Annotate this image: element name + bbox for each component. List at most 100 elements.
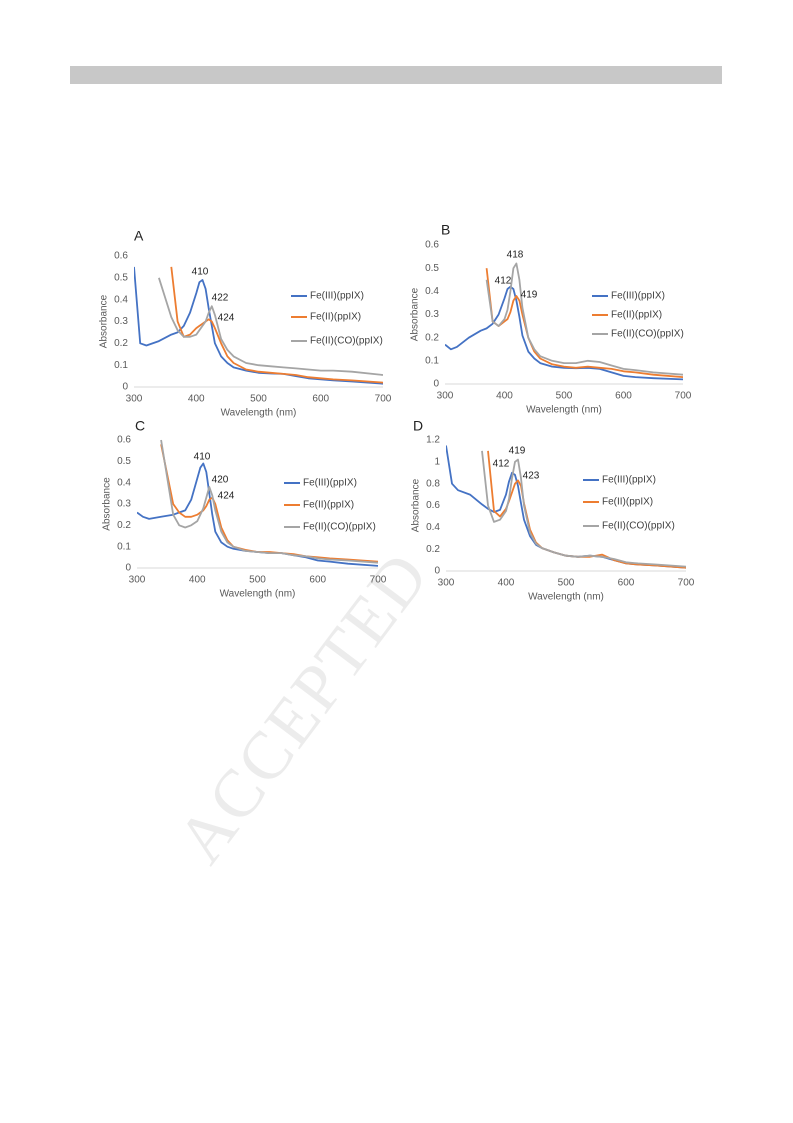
y-tick-label: 0.6	[425, 240, 439, 251]
series-line	[485, 268, 683, 378]
y-tick-label: 0.5	[117, 456, 131, 467]
y-tick-label: 0.2	[117, 520, 131, 531]
legend-label: Fe(III)(ppIX)	[611, 291, 665, 302]
peak-label: 420	[212, 475, 229, 486]
peak-label: 410	[192, 267, 209, 278]
x-tick-label: 300	[437, 391, 454, 402]
peak-label: 423	[523, 471, 540, 482]
y-tick-label: 0.2	[426, 544, 440, 555]
x-axis-title: Wavelength (nm)	[528, 592, 604, 603]
peak-label: 422	[212, 293, 229, 304]
chart: C 0 0.1 0.2 0.3 0.4 0.5 0.6 300 400 500 600 700 Wavel…	[102, 418, 387, 600]
x-tick-label: 600	[309, 575, 326, 586]
y-tick-label: 0	[433, 379, 439, 390]
x-tick-label: 700	[370, 575, 387, 586]
x-tick-label: 500	[558, 578, 575, 589]
peak-label: 424	[218, 491, 235, 502]
x-tick-label: 300	[126, 394, 143, 405]
peak-label: 419	[521, 290, 538, 301]
y-tick-label: 0.2	[425, 332, 439, 343]
x-tick-label: 700	[675, 391, 692, 402]
series-line	[481, 450, 686, 568]
x-tick-label: 500	[556, 391, 573, 402]
peak-label: 418	[507, 250, 524, 261]
x-tick-label: 300	[438, 578, 455, 589]
y-tick-label: 0	[125, 563, 131, 574]
y-axis-title: Absorbance	[410, 287, 421, 341]
legend-label: Fe(II)(ppIX)	[611, 310, 662, 321]
x-tick-label: 500	[249, 575, 266, 586]
x-tick-label: 600	[615, 391, 632, 402]
y-tick-label: 0	[434, 566, 440, 577]
legend-label: Fe(II)(CO)(ppIX)	[602, 521, 675, 532]
x-tick-label: 600	[618, 578, 635, 589]
y-tick-label: 0.3	[425, 309, 439, 320]
peak-label: 412	[493, 459, 510, 470]
peak-label: 410	[194, 452, 211, 463]
y-tick-label: 0.3	[117, 499, 131, 510]
y-axis-title: Absorbance	[411, 478, 422, 532]
y-tick-label: 1.2	[426, 435, 440, 446]
header-bar	[70, 66, 722, 84]
y-tick-label: 0.2	[114, 338, 128, 349]
x-tick-label: 700	[678, 578, 695, 589]
x-tick-label: 400	[498, 578, 515, 589]
y-axis-title: Absorbance	[99, 294, 110, 348]
watermark: ACCEPTED	[162, 537, 444, 876]
y-tick-label: 0.5	[114, 272, 128, 283]
series-line	[158, 277, 383, 376]
x-axis-title: Wavelength (nm)	[220, 589, 296, 600]
y-tick-label: 0.4	[426, 522, 440, 533]
y-tick-label: 0.1	[425, 355, 439, 366]
y-tick-label: 1	[434, 456, 440, 467]
x-tick-label: 500	[250, 394, 267, 405]
x-tick-label: 300	[129, 575, 146, 586]
x-axis-title: Wavelength (nm)	[221, 408, 297, 419]
x-tick-label: 400	[188, 394, 205, 405]
y-tick-label: 0.1	[117, 541, 131, 552]
y-tick-label: 0.4	[114, 294, 128, 305]
panel-label: B	[441, 222, 450, 238]
panel-label: A	[134, 228, 144, 244]
legend-label: Fe(III)(ppIX)	[303, 478, 357, 489]
peak-label: 424	[218, 313, 235, 324]
series-line	[170, 266, 383, 384]
y-tick-label: 0.6	[117, 435, 131, 446]
legend-label: Fe(III)(ppIX)	[602, 475, 656, 486]
legend-label: Fe(II)(ppIX)	[303, 500, 354, 511]
x-tick-label: 400	[496, 391, 513, 402]
x-tick-label: 400	[189, 575, 206, 586]
legend-label: Fe(III)(ppIX)	[310, 291, 364, 302]
x-tick-label: 600	[312, 394, 329, 405]
legend-label: Fe(II)(ppIX)	[310, 312, 361, 323]
x-axis-title: Wavelength (nm)	[526, 405, 602, 416]
peak-label: 412	[495, 276, 512, 287]
legend-label: Fe(II)(CO)(ppIX)	[310, 336, 383, 347]
chart: D 0 0.2 0.4 0.6 0.8 1 1.2 300 400 500 600 700 Wavelen…	[411, 418, 695, 603]
y-tick-label: 0.3	[114, 316, 128, 327]
y-tick-label: 0.4	[117, 477, 131, 488]
chart: B 0 0.1 0.2 0.3 0.4 0.5 0.6 300 400 500 600 700 Wavel…	[410, 222, 692, 416]
peak-label: 419	[509, 446, 526, 457]
legend-label: Fe(II)(CO)(ppIX)	[611, 329, 684, 340]
panel-label: D	[413, 418, 423, 434]
y-tick-label: 0.1	[114, 360, 128, 371]
x-tick-label: 700	[375, 394, 392, 405]
series-line	[445, 285, 683, 381]
y-tick-label: 0.6	[114, 251, 128, 262]
y-axis-title: Absorbance	[102, 477, 113, 531]
y-tick-label: 0.6	[426, 500, 440, 511]
y-tick-label: 0	[122, 382, 128, 393]
series-line	[487, 450, 686, 569]
series-line	[134, 266, 383, 385]
y-tick-label: 0.8	[426, 478, 440, 489]
legend-label: Fe(II)(CO)(ppIX)	[303, 522, 376, 533]
panel-label: C	[135, 418, 145, 434]
series-line	[160, 439, 378, 564]
legend-label: Fe(II)(ppIX)	[602, 497, 653, 508]
chart: A 0 0.1 0.2 0.3 0.4 0.5 0.6 300 400 500 600 700 Wavel…	[99, 228, 392, 419]
y-tick-label: 0.4	[425, 286, 439, 297]
y-tick-label: 0.5	[425, 263, 439, 274]
